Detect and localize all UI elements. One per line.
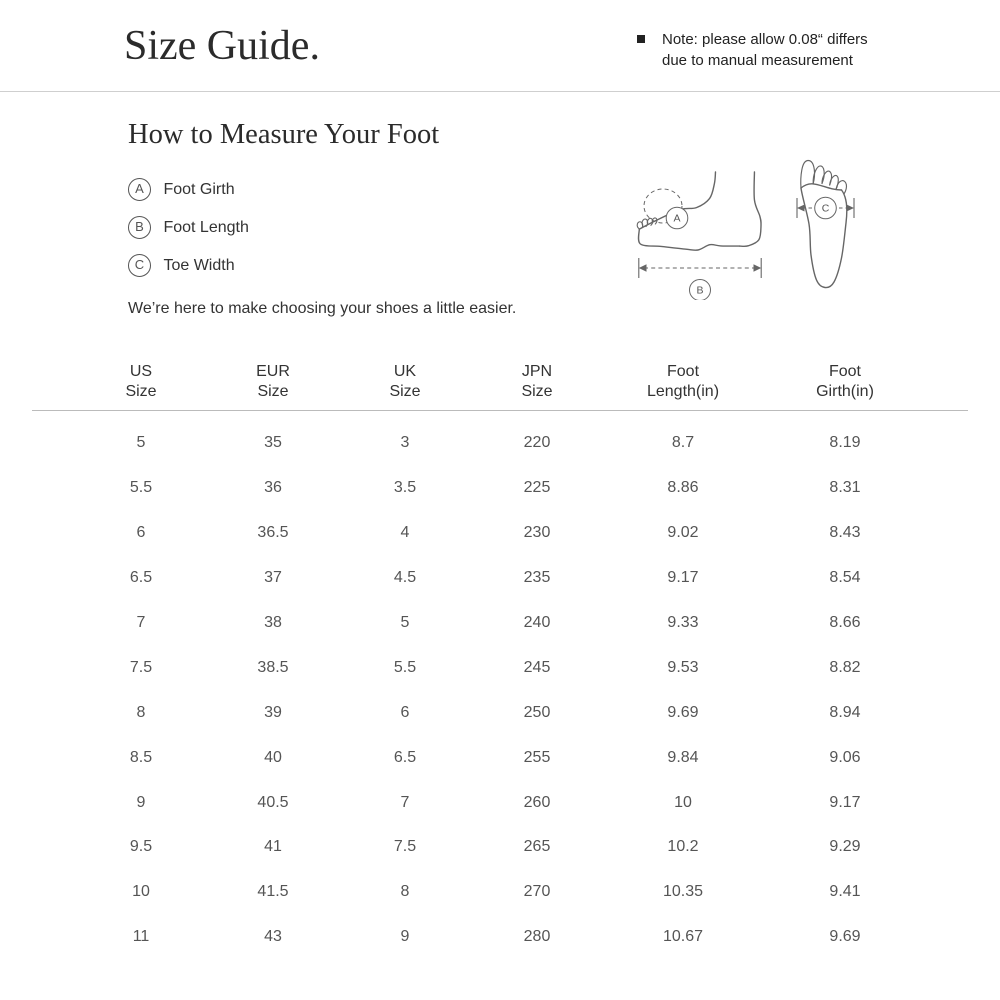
svg-text:A: A	[673, 213, 680, 225]
svg-text:B: B	[696, 285, 703, 297]
svg-text:C: C	[822, 203, 830, 215]
